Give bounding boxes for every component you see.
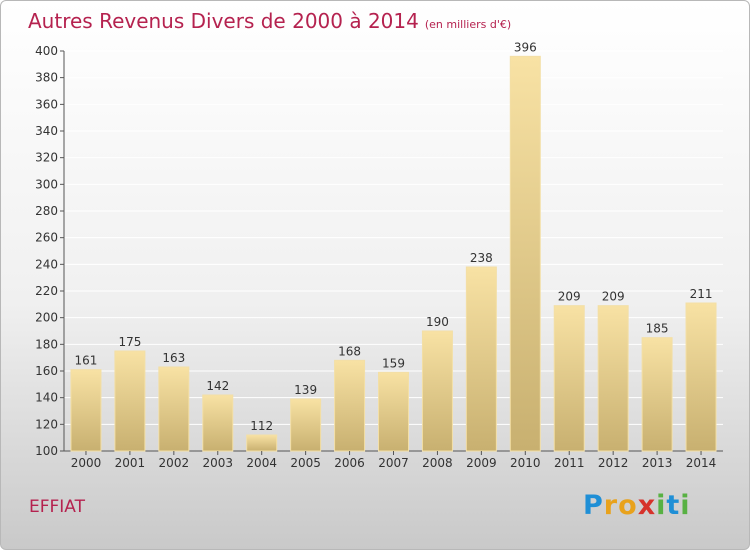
y-tick-label: 220 xyxy=(35,284,58,298)
data-label: 209 xyxy=(602,290,625,304)
y-tick-label: 120 xyxy=(35,417,58,431)
data-label: 159 xyxy=(382,356,405,370)
x-tick-label: 2006 xyxy=(334,456,365,470)
data-label: 168 xyxy=(338,344,361,358)
y-tick-label: 280 xyxy=(35,204,58,218)
y-tick-label: 200 xyxy=(35,311,58,325)
bar xyxy=(290,398,322,452)
bar xyxy=(246,434,278,452)
x-tick-label: 2010 xyxy=(510,456,541,470)
data-label: 112 xyxy=(250,419,273,433)
proxiti-logo: Proxiti xyxy=(583,490,691,521)
data-label: 209 xyxy=(558,290,581,304)
data-label: 142 xyxy=(206,379,229,393)
bar xyxy=(421,330,453,452)
bar xyxy=(465,266,497,452)
bar xyxy=(641,337,673,452)
bar xyxy=(509,55,541,452)
x-tick-label: 2002 xyxy=(159,456,190,470)
y-tick-label: 340 xyxy=(35,124,58,138)
bar xyxy=(685,302,717,452)
bar xyxy=(114,350,146,452)
y-tick-label: 400 xyxy=(35,44,58,58)
chart-title: Autres Revenus Divers de 2000 à 2014 (en … xyxy=(28,9,511,33)
y-tick-label: 100 xyxy=(35,444,58,458)
title-text: Autres Revenus Divers de 2000 à 2014 xyxy=(28,9,419,33)
bar xyxy=(378,371,409,452)
logo-letter: i xyxy=(656,490,667,521)
place-name: EFFIAT xyxy=(29,497,86,517)
bar xyxy=(597,305,629,452)
logo-letter: i xyxy=(680,490,691,521)
x-tick-label: 2012 xyxy=(598,456,629,470)
x-tick-label: 2009 xyxy=(466,456,497,470)
x-tick-label: 2008 xyxy=(422,456,453,470)
bar xyxy=(158,366,190,452)
x-tick-label: 2004 xyxy=(246,456,277,470)
bar xyxy=(202,394,234,452)
data-label: 175 xyxy=(118,335,141,349)
data-label: 190 xyxy=(426,315,449,329)
logo-letter: x xyxy=(637,490,657,521)
data-label: 396 xyxy=(514,40,537,54)
title-unit: (en milliers d'€) xyxy=(424,18,512,31)
logo-letter: P xyxy=(583,490,604,521)
bar xyxy=(70,369,102,452)
data-label: 211 xyxy=(690,287,713,301)
data-label: 139 xyxy=(294,383,317,397)
y-tick-label: 140 xyxy=(35,391,58,405)
logo-letter: r xyxy=(603,490,619,521)
logo-letter: o xyxy=(618,490,638,521)
x-tick-label: 2013 xyxy=(642,456,673,470)
y-tick-label: 300 xyxy=(35,177,58,191)
data-label: 185 xyxy=(646,322,669,336)
x-tick-label: 2014 xyxy=(686,456,717,470)
x-tick-label: 2011 xyxy=(554,456,585,470)
data-label: 238 xyxy=(470,251,493,265)
data-label: 163 xyxy=(162,351,185,365)
logo-letter: t xyxy=(666,490,681,521)
y-tick-label: 240 xyxy=(35,257,58,271)
x-tick-label: 2005 xyxy=(290,456,321,470)
y-tick-label: 260 xyxy=(35,231,58,245)
data-label: 161 xyxy=(75,354,98,368)
y-tick-label: 380 xyxy=(35,71,58,85)
bar xyxy=(334,359,366,452)
x-tick-label: 2000 xyxy=(71,456,102,470)
y-tick-label: 180 xyxy=(35,337,58,351)
x-tick-label: 2007 xyxy=(378,456,409,470)
y-tick-label: 160 xyxy=(35,364,58,378)
y-tick-label: 360 xyxy=(35,97,58,111)
x-tick-label: 2003 xyxy=(202,456,233,470)
x-tick-label: 2001 xyxy=(115,456,146,470)
bar xyxy=(553,305,585,452)
y-tick-label: 320 xyxy=(35,151,58,165)
